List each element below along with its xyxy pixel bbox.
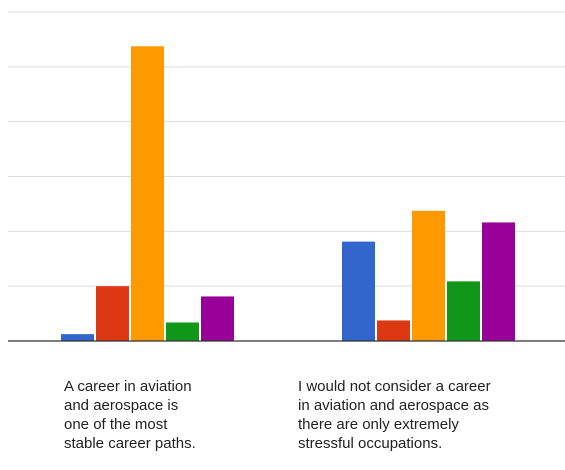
bar <box>96 286 129 341</box>
category-label: I would not consider a career in aviatio… <box>298 378 491 452</box>
bar <box>412 210 445 341</box>
bar <box>342 241 375 341</box>
bar <box>166 322 199 341</box>
bar <box>131 46 164 341</box>
bar <box>61 334 94 341</box>
category-label: A career in aviation and aerospace is on… <box>64 378 196 452</box>
bar <box>482 222 515 341</box>
bar <box>201 296 234 341</box>
gridlines <box>8 11 565 287</box>
bar <box>377 320 410 341</box>
bars <box>61 46 515 341</box>
bar <box>447 281 480 341</box>
